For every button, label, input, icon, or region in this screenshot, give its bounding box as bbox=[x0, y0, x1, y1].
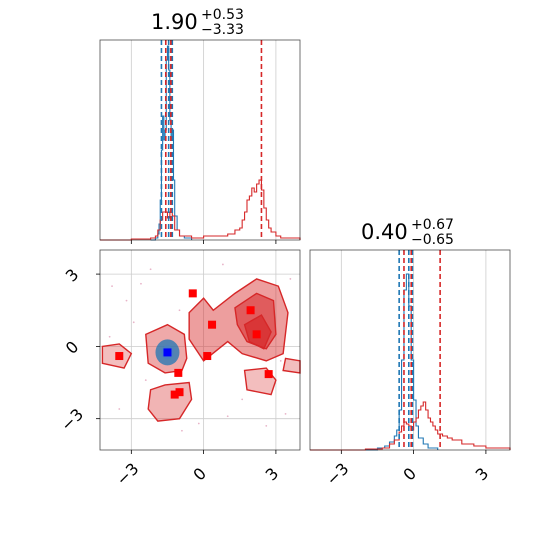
title-p0-minus: −3.33 bbox=[201, 22, 244, 38]
y-tick-label: −3 bbox=[57, 405, 87, 435]
histogram-blue bbox=[317, 273, 439, 451]
title-p1-value: 0.40 bbox=[361, 220, 408, 244]
red-marker bbox=[252, 330, 261, 339]
sample-point bbox=[118, 408, 121, 410]
red-marker bbox=[170, 390, 179, 399]
x-tick-label: 3 bbox=[262, 464, 283, 485]
blue-marker bbox=[163, 348, 172, 357]
title-p1-plus: +0.67 bbox=[411, 217, 454, 233]
sample-point bbox=[289, 278, 292, 280]
sample-point bbox=[149, 268, 152, 271]
title-p0-plus: +0.53 bbox=[201, 7, 244, 23]
red-marker bbox=[264, 370, 273, 379]
sample-point bbox=[178, 309, 181, 312]
red-marker bbox=[203, 352, 212, 361]
red-marker bbox=[246, 306, 255, 315]
x-tick-label: 0 bbox=[399, 464, 420, 485]
histogram-red bbox=[310, 401, 511, 451]
x-tick-label: 3 bbox=[472, 464, 493, 485]
title-p0-value: 1.90 bbox=[151, 10, 198, 34]
sample-point bbox=[241, 398, 244, 401]
marginal-p0-panel bbox=[99, 39, 301, 244]
sample-point bbox=[140, 282, 142, 285]
red-marker bbox=[188, 289, 197, 298]
y-tick-label: 3 bbox=[62, 265, 83, 286]
contour-region-lower bbox=[147, 381, 193, 422]
red-marker bbox=[175, 388, 184, 397]
sample-point bbox=[125, 299, 128, 302]
y-tick-label: 0 bbox=[62, 337, 83, 358]
x-tick-label: 0 bbox=[189, 464, 210, 485]
sample-point bbox=[181, 429, 183, 432]
sample-point bbox=[226, 415, 229, 418]
joint-p0-p1-panel: −3 0 3 −3 0 3 bbox=[57, 249, 301, 489]
contour-region-edge bbox=[282, 357, 301, 374]
red-marker bbox=[115, 352, 124, 361]
sample-point bbox=[108, 335, 111, 338]
title-p1-minus: −0.65 bbox=[411, 232, 454, 248]
x-tick-label: −3 bbox=[112, 459, 142, 489]
sample-point bbox=[265, 425, 268, 427]
sample-point bbox=[284, 412, 287, 415]
axes-frame bbox=[99, 249, 301, 451]
marginal-p1-panel: −3 0 3 bbox=[309, 249, 511, 489]
axes-frame bbox=[99, 39, 301, 241]
sample-point bbox=[197, 422, 200, 425]
x-tick-label: −3 bbox=[322, 459, 352, 489]
sample-point bbox=[144, 379, 147, 382]
red-marker bbox=[174, 368, 183, 377]
sample-point bbox=[132, 321, 135, 324]
histogram-red bbox=[100, 179, 301, 241]
sample-point bbox=[221, 263, 224, 266]
sample-point bbox=[279, 359, 282, 362]
axes-frame bbox=[309, 249, 511, 451]
red-marker bbox=[208, 320, 217, 329]
sample-point bbox=[111, 285, 113, 288]
